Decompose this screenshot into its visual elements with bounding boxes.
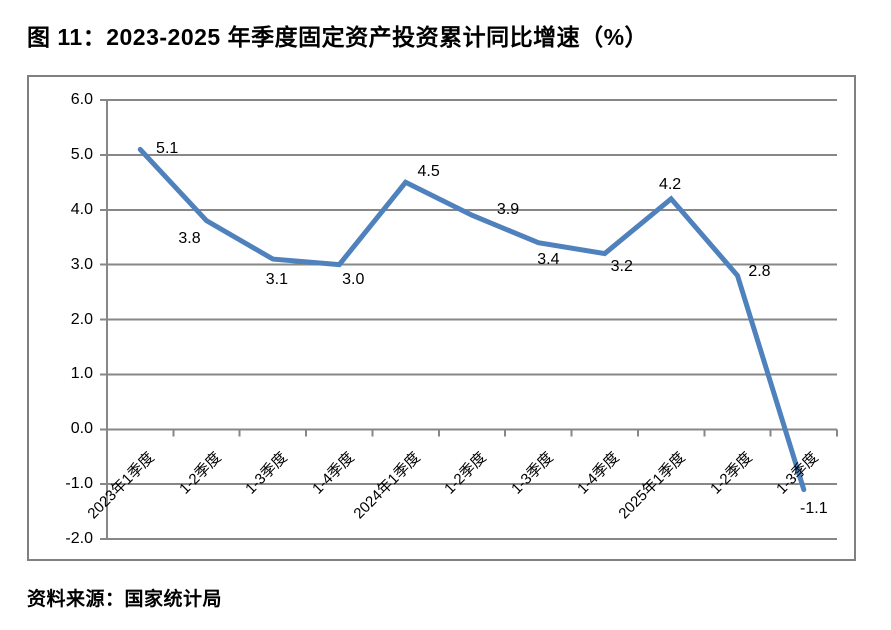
data-point-label: 3.0 [342, 270, 365, 288]
data-point-label: -1.1 [800, 499, 828, 517]
data-point-label: 3.4 [537, 250, 560, 268]
data-point-label: 3.8 [178, 229, 201, 247]
data-series-line [137, 146, 807, 493]
y-axis-tick-label: 0.0 [70, 420, 93, 438]
data-point-label: 5.1 [156, 140, 179, 158]
data-point-label: 3.1 [265, 271, 289, 289]
y-axis-tick-label: 4.0 [70, 200, 93, 218]
figure-title: 图 11：2023-2025 年季度固定资产投资累计同比增速（%） [27, 24, 649, 50]
y-axis-tick-label: 1.0 [70, 365, 93, 383]
y-axis-tick-label: -2.0 [65, 530, 93, 547]
line-chart-svg [100, 99, 838, 540]
data-point-label: 3.9 [496, 201, 520, 219]
data-point-label: 2.8 [748, 262, 771, 280]
line-chart: 6.0 5.0 4.0 3.0 2.0 1.0 0.0 -1.0 -2.0 5.1 3.8 3.1 3.… [27, 75, 856, 561]
data-point-label: 4.2 [658, 175, 682, 193]
y-axis-tick-label: 5.0 [70, 145, 93, 163]
y-axis-tick-label: 2.0 [70, 310, 93, 328]
data-point-label: 4.5 [417, 163, 440, 181]
data-point-label: 3.2 [610, 257, 633, 275]
source-note: 资料来源：国家统计局 [27, 589, 223, 610]
y-axis-tick-label: 6.0 [70, 91, 93, 108]
y-axis-tick-label: -1.0 [65, 475, 93, 493]
y-axis-tick-label: 3.0 [70, 255, 93, 273]
